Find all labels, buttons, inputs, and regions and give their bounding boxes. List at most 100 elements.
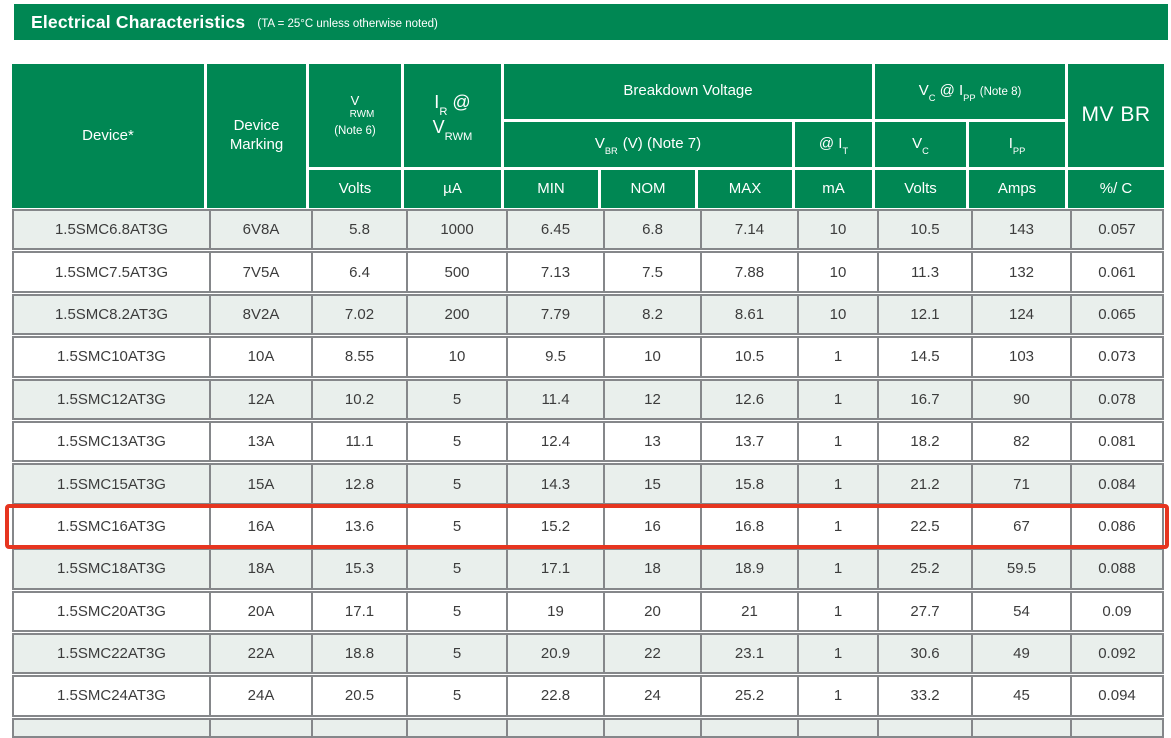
cell-device: 1.5SMC15AT3G bbox=[57, 475, 166, 493]
cell-vbr-min: 22.8 bbox=[506, 677, 603, 715]
cell-vbr-nom: 13 bbox=[603, 422, 700, 461]
cell-vbr-nom: 12 bbox=[603, 380, 700, 418]
cell-ipp: 90 bbox=[971, 380, 1070, 418]
table-row: 1.5SMC22AT3G 22A 18.8 5 20.9 22 23.1 1 3… bbox=[12, 632, 1164, 675]
section-title-bar: Electrical Characteristics (TA = 25°C un… bbox=[14, 4, 1168, 40]
col-header-mv-br: MV BR bbox=[1068, 64, 1164, 167]
cell-vbr-min: 17.1 bbox=[506, 550, 603, 588]
cell-vbr-min: 7.79 bbox=[506, 295, 603, 334]
cell-vbr-min: 14.3 bbox=[506, 465, 603, 503]
cell-vbr-nom: 22 bbox=[603, 634, 700, 673]
cell-ir: 1000 bbox=[406, 211, 506, 249]
cell-device: 1.5SMC12AT3G bbox=[57, 390, 166, 408]
cell-ir: 5 bbox=[406, 422, 506, 461]
cell-ir: 5 bbox=[406, 507, 506, 546]
cell-marking: 18A bbox=[209, 550, 311, 588]
cell-device: 1.5SMC24AT3G bbox=[57, 687, 166, 705]
cell-marking: 6V8A bbox=[209, 211, 311, 249]
cell-vbr-max: 16.8 bbox=[700, 507, 797, 546]
cell-marking bbox=[209, 719, 311, 736]
cell-it: 1 bbox=[797, 634, 877, 673]
table-row: 1.5SMC13AT3G 13A 11.1 5 12.4 13 13.7 1 1… bbox=[12, 420, 1164, 463]
cell-vbr-nom: 15 bbox=[603, 465, 700, 503]
cell-vc: 30.6 bbox=[877, 634, 971, 673]
cell-it: 10 bbox=[797, 295, 877, 334]
cell-mvbr: 0.092 bbox=[1070, 634, 1162, 673]
cell-mvbr: 0.09 bbox=[1070, 592, 1162, 630]
cell-vbr-min: 19 bbox=[506, 592, 603, 630]
cell-vc: 33.2 bbox=[877, 677, 971, 715]
cell-vbr-nom: 6.8 bbox=[603, 211, 700, 249]
cell-ir: 500 bbox=[406, 253, 506, 291]
cell-vrwm: 12.8 bbox=[311, 465, 406, 503]
cell-marking: 10A bbox=[209, 338, 311, 376]
cell-it: 10 bbox=[797, 253, 877, 291]
cell-vrwm: 20.5 bbox=[311, 677, 406, 715]
cell-mvbr: 0.065 bbox=[1070, 295, 1162, 334]
cell-marking: 15A bbox=[209, 465, 311, 503]
cell-device: 1.5SMC16AT3G bbox=[57, 517, 166, 535]
table-row: 1.5SMC20AT3G 20A 17.1 5 19 20 21 1 27.7 … bbox=[12, 590, 1164, 632]
col-header-vc-at-ipp: VC @ IPP (Note 8) bbox=[875, 64, 1065, 119]
cell-vbr-max: 10.5 bbox=[700, 338, 797, 376]
cell-it: 1 bbox=[797, 507, 877, 546]
cell-vrwm: 5.8 bbox=[311, 211, 406, 249]
cell-ipp: 103 bbox=[971, 338, 1070, 376]
cell-vrwm: 8.55 bbox=[311, 338, 406, 376]
cell-mvbr: 0.081 bbox=[1070, 422, 1162, 461]
cell-marking: 7V5A bbox=[209, 253, 311, 291]
unit-ir-ua: µA bbox=[404, 170, 501, 208]
col-header-vc: VC bbox=[875, 122, 966, 167]
table-header: Device* Device Marking V RWM (Note 6) IR… bbox=[12, 64, 1164, 209]
cell-vbr-max bbox=[700, 719, 797, 736]
cell-vrwm: 6.4 bbox=[311, 253, 406, 291]
cell-vbr-min: 9.5 bbox=[506, 338, 603, 376]
cell-vbr-nom: 20 bbox=[603, 592, 700, 630]
cell-marking: 12A bbox=[209, 380, 311, 418]
cell-vrwm bbox=[311, 719, 406, 736]
table-row: 1.5SMC8.2AT3G 8V2A 7.02 200 7.79 8.2 8.6… bbox=[12, 293, 1164, 336]
col-header-vrwm: V RWM (Note 6) bbox=[309, 64, 401, 167]
cell-mvbr: 0.084 bbox=[1070, 465, 1162, 503]
cell-ir: 200 bbox=[406, 295, 506, 334]
cell-marking: 22A bbox=[209, 634, 311, 673]
cell-vbr-max: 12.6 bbox=[700, 380, 797, 418]
cell-vbr-min bbox=[506, 719, 603, 736]
cell-marking: 20A bbox=[209, 592, 311, 630]
cell-vbr-max: 7.88 bbox=[700, 253, 797, 291]
cell-vrwm: 18.8 bbox=[311, 634, 406, 673]
cell-vc: 16.7 bbox=[877, 380, 971, 418]
cell-device: 1.5SMC10AT3G bbox=[57, 348, 166, 366]
section-title-condition: (TA = 25°C unless otherwise noted) bbox=[257, 17, 438, 30]
cell-it: 1 bbox=[797, 465, 877, 503]
cell-ir bbox=[406, 719, 506, 736]
cell-it: 1 bbox=[797, 677, 877, 715]
cell-ipp bbox=[971, 719, 1070, 736]
table-row: 1.5SMC6.8AT3G 6V8A 5.8 1000 6.45 6.8 7.1… bbox=[12, 209, 1164, 251]
cell-ipp: 49 bbox=[971, 634, 1070, 673]
cell-ipp: 143 bbox=[971, 211, 1070, 249]
table-body: 1.5SMC6.8AT3G 6V8A 5.8 1000 6.45 6.8 7.1… bbox=[5, 209, 1169, 738]
unit-nom: NOM bbox=[601, 170, 695, 208]
cell-mvbr: 0.061 bbox=[1070, 253, 1162, 291]
cell-vrwm: 10.2 bbox=[311, 380, 406, 418]
cell-marking: 24A bbox=[209, 677, 311, 715]
cell-it: 1 bbox=[797, 592, 877, 630]
section-title: Electrical Characteristics bbox=[31, 11, 246, 32]
cell-vc: 12.1 bbox=[877, 295, 971, 334]
cell-vbr-nom: 18 bbox=[603, 550, 700, 588]
cell-vbr-max: 15.8 bbox=[700, 465, 797, 503]
table-row: 1.5SMC12AT3G 12A 10.2 5 11.4 12 12.6 1 1… bbox=[12, 378, 1164, 420]
cell-vbr-nom bbox=[603, 719, 700, 736]
cell-ipp: 45 bbox=[971, 677, 1070, 715]
cell-it: 1 bbox=[797, 338, 877, 376]
unit-min: MIN bbox=[504, 170, 598, 208]
cell-device: 1.5SMC7.5AT3G bbox=[54, 263, 169, 281]
col-header-breakdown-voltage: Breakdown Voltage bbox=[504, 64, 872, 119]
cell-vc: 18.2 bbox=[877, 422, 971, 461]
cell-device: 1.5SMC6.8AT3G bbox=[54, 221, 169, 239]
cell-mvbr: 0.078 bbox=[1070, 380, 1162, 418]
cell-ipp: 59.5 bbox=[971, 550, 1070, 588]
cell-ir: 5 bbox=[406, 465, 506, 503]
table-row-highlighted: 1.5SMC16AT3G 16A 13.6 5 15.2 16 16.8 1 2… bbox=[5, 503, 1169, 550]
